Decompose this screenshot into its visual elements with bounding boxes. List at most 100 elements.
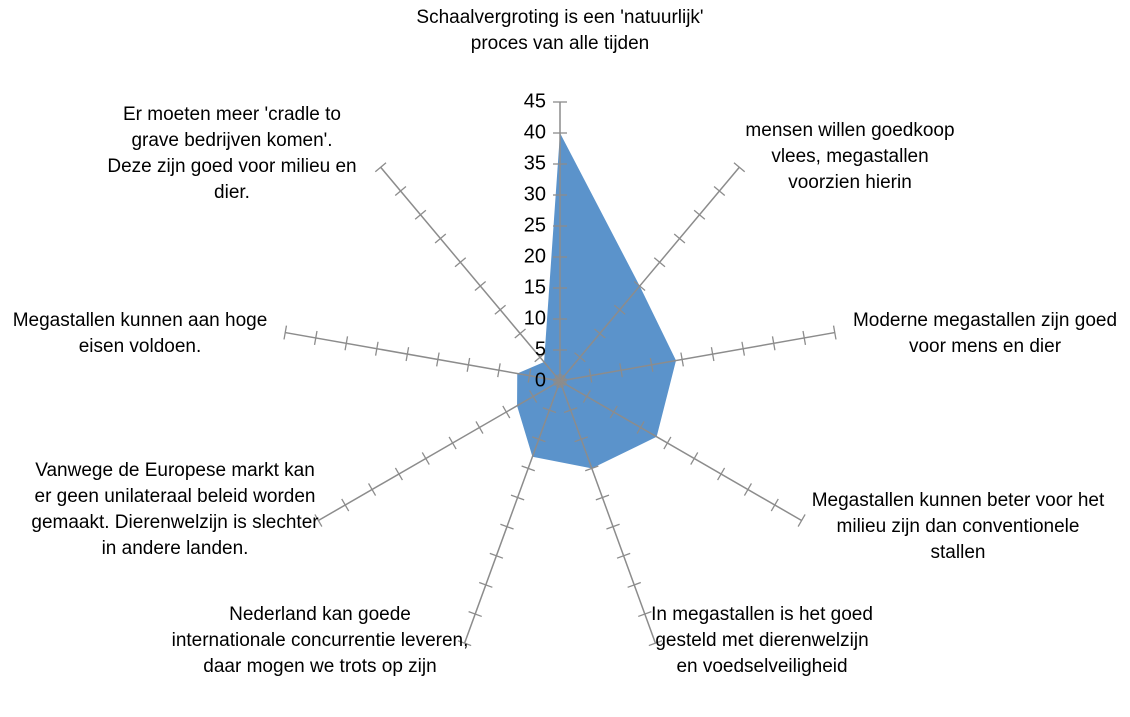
tick-label: 40 [524,121,546,143]
tick-mark [531,436,546,443]
tick-mark [594,328,606,339]
tick-label: 35 [524,152,546,174]
tick-mark [457,640,472,647]
tick-mark [663,436,672,450]
category-label: Vanwege de Europese markt kan er geen un… [31,460,319,559]
category-label: Moderne megastallen zijn goed voor mens … [852,310,1118,357]
tick-mark [770,498,779,512]
tick-mark [802,330,807,345]
tick-mark [521,465,535,472]
tick-mark [613,304,626,315]
tick-mark [478,581,493,588]
tick-mark [527,368,532,383]
tick-label: 0 [535,369,546,391]
axis-line [559,380,657,644]
tick-mark [606,523,620,530]
tick-mark [421,452,430,465]
axis-line [285,331,561,382]
tick-mark [743,483,752,496]
tick-mark [585,465,599,472]
tick-mark [405,347,410,362]
tick-mark [554,376,566,386]
tick-mark [534,352,546,363]
tick-mark [797,514,806,527]
tick-mark [474,281,487,292]
tick-mark [475,421,484,434]
tick-mark [771,336,776,351]
tick-mark [713,186,726,197]
axis-line [559,166,740,382]
tick-mark [494,304,507,315]
tick-label: 20 [524,245,546,267]
tick-mark [609,405,618,419]
tick-label: 30 [524,183,546,205]
tick-mark [414,209,427,220]
tick-mark [448,436,457,450]
tick-mark [616,552,631,559]
category-label: Megastallen kunnen aan hoge eisen voldoe… [12,310,268,357]
tick-mark [374,341,379,356]
tick-mark [344,336,349,351]
tick-mark [502,405,511,419]
tick-mark [653,257,666,268]
axis-line [380,166,561,382]
tick-mark [636,421,645,434]
tick-mark [314,514,323,527]
tick-mark [733,162,746,173]
category-label: Schaalvergroting is een 'natuurlijk' pro… [416,7,704,54]
tick-mark [648,640,663,647]
tick-mark [710,347,715,362]
tick-label: 15 [524,276,546,298]
tick-mark [832,325,837,340]
tick-mark [466,357,471,372]
tick-mark [619,363,623,378]
axis-line [559,331,835,382]
tick-mark [468,611,482,618]
tick-mark [638,611,652,618]
tick-mark [368,483,377,496]
tick-mark [283,325,288,340]
tick-mark [374,162,387,173]
tick-mark [510,494,525,501]
tick-mark [341,498,350,512]
tick-label: 10 [524,307,546,329]
tick-mark [649,357,654,372]
tick-mark [588,368,593,383]
category-label: Megastallen kunnen beter voor het milieu… [811,490,1105,563]
tick-mark [595,494,610,501]
tick-mark [582,390,591,403]
tick-mark [489,552,504,559]
tick-mark [529,390,538,403]
axis-line [559,380,802,522]
tick-mark [574,352,586,363]
tick-mark [542,407,557,414]
tick-mark [680,352,684,367]
tick-mark [673,233,686,244]
category-label: Er moeten meer 'cradle to grave bedrijve… [107,104,357,203]
tick-mark [741,341,746,356]
category-label: mensen willen goedkoop vlees, megastalle… [745,120,955,193]
tick-mark [394,467,403,481]
tick-mark [454,257,467,268]
tick-mark [514,328,526,339]
axis-line [463,380,561,644]
tick-mark [500,523,514,530]
tick-mark [574,436,589,443]
tick-mark [690,452,699,465]
tick-label: 25 [524,214,546,236]
tick-mark [717,467,726,481]
tick-label: 5 [535,338,546,360]
tick-mark [436,352,440,367]
tick-mark [633,281,646,292]
category-label: Nederland kan goede internationale concu… [171,604,469,677]
tick-mark [627,581,642,588]
tick-label: 45 [524,90,546,112]
tick-mark [434,233,447,244]
tick-mark [693,209,706,220]
category-label: In megastallen is het goed gesteld met d… [651,604,873,677]
tick-mark [394,186,407,197]
tick-mark [497,363,501,378]
axis-line [318,380,561,522]
